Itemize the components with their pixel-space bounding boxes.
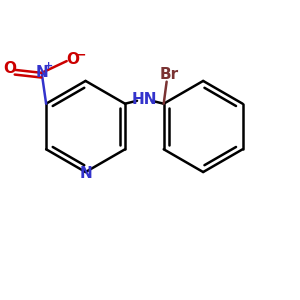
Text: −: − <box>76 49 87 62</box>
Text: HN: HN <box>132 92 157 107</box>
Text: N: N <box>35 65 48 80</box>
Text: O: O <box>67 52 80 67</box>
Text: N: N <box>79 166 92 181</box>
Text: +: + <box>44 61 53 71</box>
Text: Br: Br <box>160 67 179 82</box>
Text: O: O <box>4 61 16 76</box>
